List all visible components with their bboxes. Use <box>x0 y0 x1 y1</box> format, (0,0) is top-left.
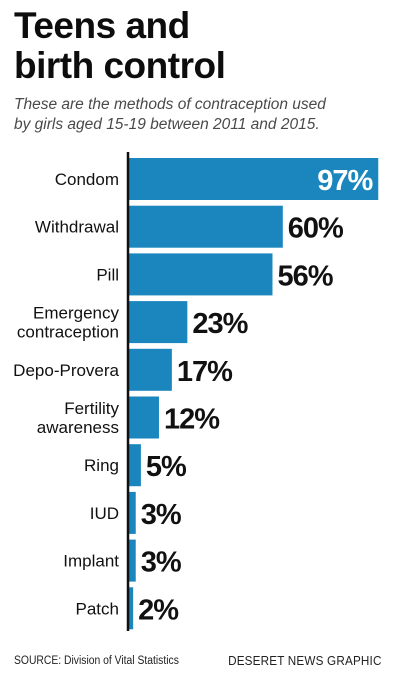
data-label: 60% <box>288 213 344 245</box>
category-label: Ring <box>84 456 119 475</box>
bar <box>128 491 136 534</box>
data-label: 12% <box>164 404 220 436</box>
bar <box>128 158 379 200</box>
category-label: Implant <box>63 552 119 571</box>
data-label: 23% <box>192 308 248 340</box>
data-label: 56% <box>277 260 333 292</box>
data-label: 5% <box>146 451 187 483</box>
category-label: IUD <box>90 504 119 523</box>
chart-subtitle: These are the methods of contraception u… <box>14 96 326 133</box>
source-note: SOURCE: Division of Vital Statistics <box>14 655 179 667</box>
category-label: Withdrawal <box>35 218 119 237</box>
bar <box>128 444 141 487</box>
data-label: 2% <box>138 594 179 626</box>
data-label: 3% <box>141 547 182 579</box>
data-label: 17% <box>177 356 233 388</box>
data-label: 3% <box>141 499 182 531</box>
bar <box>128 396 159 439</box>
category-label: Fertility awareness <box>37 399 120 437</box>
bar <box>128 301 188 344</box>
graphic-credit: DESERET NEWS GRAPHIC <box>228 653 382 668</box>
data-label: 97% <box>317 165 373 197</box>
bar <box>128 253 273 296</box>
chart-title: Teens and birth control <box>14 5 226 86</box>
category-label: Patch <box>76 599 119 618</box>
bar <box>128 348 172 391</box>
category-label: Pill <box>96 265 119 284</box>
bar <box>128 539 136 582</box>
bar <box>128 587 134 630</box>
bar <box>128 205 283 248</box>
category-label: Condom <box>55 170 119 189</box>
category-label: Emergency contraception <box>17 304 120 342</box>
category-label: Depo-Provera <box>13 361 119 380</box>
